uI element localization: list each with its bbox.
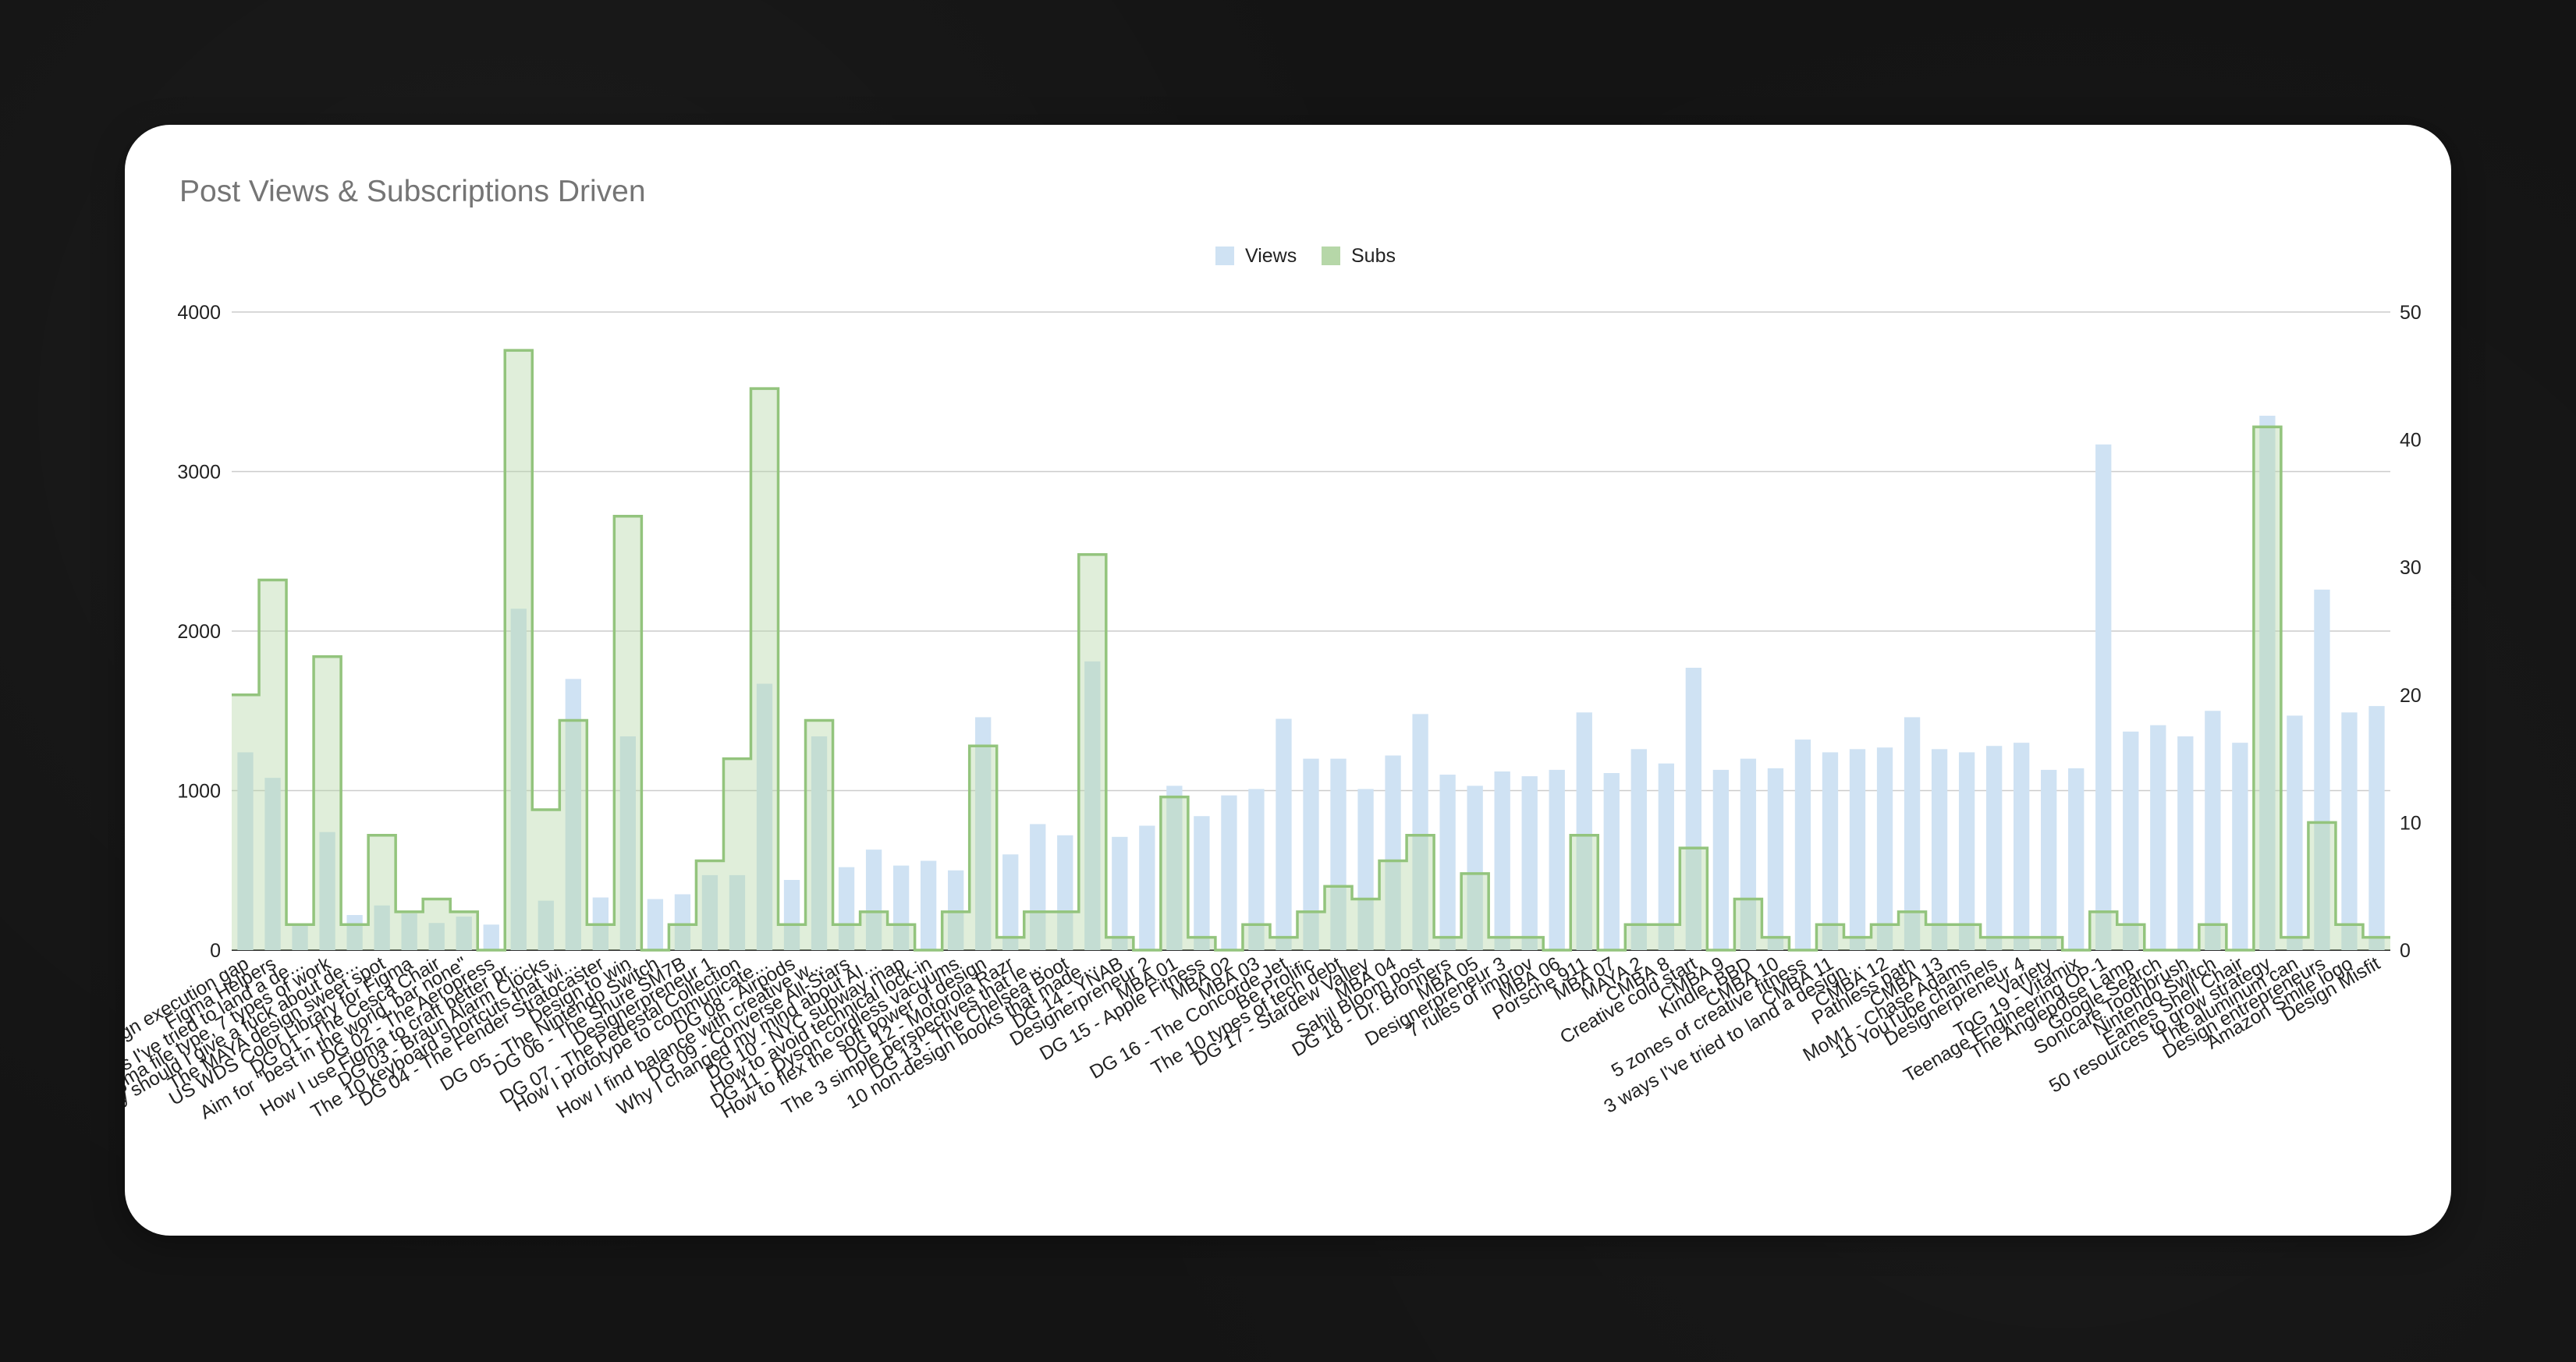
chart-title: Post Views & Subscriptions Driven	[179, 175, 646, 208]
views-bar	[729, 874, 746, 950]
legend-swatch-views	[1215, 247, 1234, 265]
legend: Views Subs	[1215, 245, 1396, 267]
right-axis-tick-label: 30	[2400, 557, 2422, 579]
views-bar	[510, 608, 527, 950]
views-bar	[2232, 743, 2248, 950]
views-bar	[1412, 714, 1428, 950]
views-bar	[1112, 836, 1128, 950]
views-bar	[2041, 769, 2057, 950]
views-bar	[1084, 661, 1101, 950]
views-bar	[2287, 715, 2303, 950]
views-bar	[1521, 776, 1538, 950]
views-bar	[865, 849, 882, 950]
views-bar	[1740, 758, 1757, 950]
views-bar	[1794, 740, 1811, 950]
views-bar	[2150, 725, 2166, 950]
views-bar	[1002, 854, 1019, 950]
left-axis-tick-label: 2000	[177, 621, 221, 643]
views-bar	[948, 870, 964, 950]
views-bar	[756, 683, 773, 950]
views-bar	[838, 867, 855, 950]
right-axis-tick-label: 50	[2400, 302, 2422, 324]
right-axis-tick-label: 20	[2400, 685, 2422, 707]
views-bar	[2177, 736, 2194, 950]
views-bar	[1057, 835, 1073, 950]
views-bar	[1467, 786, 1483, 950]
views-bar	[292, 924, 308, 950]
views-bar	[1576, 712, 1592, 950]
views-bar	[1958, 752, 1975, 950]
left-axis-tick-label: 1000	[177, 781, 221, 803]
views-bar	[1303, 758, 1319, 950]
views-bar	[374, 905, 390, 950]
right-axis-tick-label: 0	[2400, 940, 2411, 962]
right-axis-tick-label: 40	[2400, 430, 2422, 452]
views-bar	[2123, 731, 2139, 950]
views-bar	[565, 679, 581, 950]
views-bar	[2259, 415, 2276, 950]
views-bar	[1194, 816, 1210, 950]
views-bar	[1712, 769, 1730, 950]
views-bar	[1985, 746, 2003, 950]
views-bar	[1248, 789, 1265, 950]
views-bar	[401, 913, 417, 950]
views-bar	[428, 923, 445, 950]
views-bar	[619, 736, 637, 950]
legend-label-views: Views	[1245, 245, 1297, 267]
views-bar	[1221, 795, 1237, 950]
views-bar	[674, 894, 691, 950]
views-bar	[1904, 717, 1921, 950]
views-bar	[456, 917, 472, 950]
views-bar	[2205, 711, 2221, 950]
views-bar	[1494, 771, 1510, 950]
views-bar	[1139, 825, 1155, 950]
views-bar	[1357, 789, 1374, 950]
views-bar	[2095, 444, 2112, 950]
views-bar	[1685, 668, 1702, 950]
views-bar	[1030, 824, 1046, 950]
views-bar	[237, 752, 254, 950]
subs-step-line	[232, 349, 2390, 952]
views-bar	[892, 865, 910, 950]
left-axis-tick-label: 0	[210, 940, 221, 962]
views-bar	[483, 924, 499, 950]
views-bar	[811, 736, 828, 950]
views-bar	[319, 832, 335, 950]
views-bar	[1630, 749, 1647, 950]
legend-label-subs: Subs	[1351, 245, 1396, 267]
views-bar	[1931, 749, 1948, 950]
right-axis-tick-label: 10	[2400, 812, 2422, 834]
views-bar	[1549, 769, 1565, 950]
views-bar	[538, 900, 554, 950]
views-bar	[2368, 706, 2385, 950]
views-bar	[647, 899, 664, 950]
views-bar	[1330, 758, 1347, 950]
views-bar	[1166, 786, 1183, 950]
views-bar	[783, 880, 800, 950]
views-bar	[1603, 773, 1620, 950]
views-bar	[1385, 755, 1401, 950]
views-bar	[1767, 768, 1784, 950]
legend-swatch-subs	[1322, 247, 1340, 265]
subs-area-fill	[232, 350, 2390, 951]
views-bar	[975, 717, 992, 950]
views-bar	[2068, 768, 2085, 950]
left-axis-tick-label: 4000	[177, 302, 221, 324]
views-bar	[2014, 743, 2030, 950]
chart-card: Post Views & Subscriptions Driven 0 1000 2…	[125, 125, 2451, 1236]
views-bar	[1849, 749, 1866, 950]
views-bar	[1822, 752, 1839, 950]
views-bar	[2314, 589, 2330, 950]
left-axis-tick-label: 3000	[177, 462, 221, 484]
views-bar	[920, 860, 937, 950]
views-bar	[264, 778, 281, 950]
views-bar	[1876, 747, 1893, 950]
views-bar	[701, 874, 719, 950]
views-bar	[1658, 763, 1674, 950]
views-bar	[2341, 712, 2358, 950]
views-bar	[1276, 718, 1292, 950]
views-bar	[1439, 775, 1456, 950]
